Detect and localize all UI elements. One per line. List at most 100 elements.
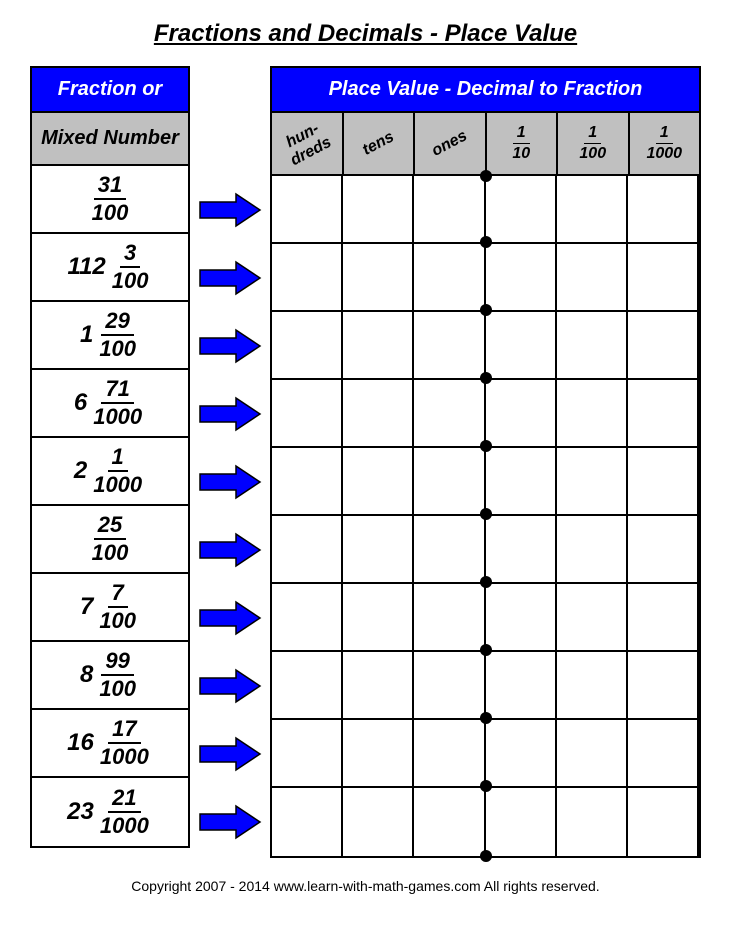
- pv-cell[interactable]: [628, 448, 699, 514]
- place-value-table: Place Value - Decimal to Fraction hun-dr…: [270, 66, 701, 858]
- decimal-point-dot: [480, 440, 492, 452]
- pv-header-row: hun-dredstensones110110011000: [272, 113, 699, 176]
- arrow-cell: [198, 788, 262, 856]
- pv-cell[interactable]: [272, 244, 343, 310]
- pv-cell[interactable]: [486, 720, 557, 786]
- pv-cell[interactable]: [557, 312, 628, 378]
- pv-cell[interactable]: [414, 720, 485, 786]
- right-header: Place Value - Decimal to Fraction: [272, 68, 699, 113]
- pv-row: [272, 380, 699, 448]
- pv-cell[interactable]: [486, 244, 557, 310]
- fraction-cell: 16171000: [32, 710, 188, 778]
- pv-cell[interactable]: [486, 652, 557, 718]
- pv-cell[interactable]: [486, 516, 557, 582]
- pv-cell[interactable]: [628, 176, 699, 242]
- pv-cell[interactable]: [414, 380, 485, 446]
- pv-row: [272, 652, 699, 720]
- fraction-column: Fraction or Mixed Number 311001123100129…: [30, 66, 190, 848]
- pv-cell[interactable]: [557, 448, 628, 514]
- arrow-cell: [198, 448, 262, 516]
- pv-cell[interactable]: [557, 380, 628, 446]
- pv-cell[interactable]: [343, 244, 414, 310]
- pv-cell[interactable]: [628, 720, 699, 786]
- pv-cell[interactable]: [628, 312, 699, 378]
- pv-cell[interactable]: [557, 788, 628, 856]
- pv-cell[interactable]: [628, 652, 699, 718]
- arrow-icon: [198, 192, 262, 228]
- pv-cell[interactable]: [272, 176, 343, 242]
- arrow-icon: [198, 668, 262, 704]
- pv-cell[interactable]: [557, 176, 628, 242]
- pv-cell[interactable]: [343, 652, 414, 718]
- pv-cell[interactable]: [628, 516, 699, 582]
- worksheet-title: Fractions and Decimals - Place Value: [30, 20, 701, 48]
- pv-cell[interactable]: [343, 720, 414, 786]
- fraction-cell: 211000: [32, 438, 188, 506]
- pv-cell[interactable]: [414, 788, 485, 856]
- pv-cell[interactable]: [343, 516, 414, 582]
- pv-cell[interactable]: [272, 720, 343, 786]
- arrow-icon: [198, 736, 262, 772]
- pv-cell[interactable]: [414, 448, 485, 514]
- arrow-column: [190, 66, 270, 856]
- pv-cell[interactable]: [272, 652, 343, 718]
- pv-row: [272, 788, 699, 856]
- fraction: 29100: [95, 310, 140, 360]
- pv-cell[interactable]: [486, 312, 557, 378]
- whole-number: 23: [67, 798, 94, 826]
- pv-cell[interactable]: [557, 244, 628, 310]
- pv-cell[interactable]: [486, 448, 557, 514]
- pv-cell[interactable]: [414, 176, 485, 242]
- pv-cell[interactable]: [486, 380, 557, 446]
- pv-cell[interactable]: [486, 788, 557, 856]
- arrow-icon: [198, 260, 262, 296]
- pv-cell[interactable]: [414, 244, 485, 310]
- pv-cell[interactable]: [414, 312, 485, 378]
- pv-cell[interactable]: [272, 380, 343, 446]
- pv-cell[interactable]: [628, 380, 699, 446]
- pv-row: [272, 448, 699, 516]
- pv-cell[interactable]: [343, 584, 414, 650]
- arrow-cell: [198, 244, 262, 312]
- pv-cell[interactable]: [343, 380, 414, 446]
- pv-cell[interactable]: [628, 788, 699, 856]
- pv-cell[interactable]: [272, 788, 343, 856]
- pv-cell[interactable]: [272, 312, 343, 378]
- pv-cell[interactable]: [414, 516, 485, 582]
- pv-cell[interactable]: [343, 448, 414, 514]
- pv-cell[interactable]: [343, 312, 414, 378]
- pv-cell[interactable]: [486, 584, 557, 650]
- arrow-cell: [198, 176, 262, 244]
- decimal-point-dot: [480, 576, 492, 588]
- decimal-point-dot: [480, 850, 492, 862]
- pv-cell[interactable]: [343, 176, 414, 242]
- pv-cell[interactable]: [557, 652, 628, 718]
- pv-cell[interactable]: [557, 516, 628, 582]
- copyright-footer: Copyright 2007 - 2014 www.learn-with-mat…: [30, 878, 701, 894]
- pv-cell[interactable]: [272, 516, 343, 582]
- pv-cell[interactable]: [414, 584, 485, 650]
- decimal-point-dot: [480, 644, 492, 656]
- pv-header-cell: 110: [487, 113, 559, 174]
- pv-cell[interactable]: [557, 720, 628, 786]
- pv-row: [272, 244, 699, 312]
- pv-cell[interactable]: [272, 584, 343, 650]
- pv-cell[interactable]: [486, 176, 557, 242]
- fraction: 31100: [88, 174, 133, 224]
- fraction: 11000: [89, 446, 146, 496]
- arrow-cell: [198, 516, 262, 584]
- pv-cell[interactable]: [343, 788, 414, 856]
- whole-number: 112: [68, 253, 106, 281]
- pv-cell[interactable]: [628, 584, 699, 650]
- pv-cell[interactable]: [414, 652, 485, 718]
- pv-cell[interactable]: [272, 448, 343, 514]
- pv-header-cell: hun-dreds: [272, 113, 344, 174]
- pv-cell[interactable]: [628, 244, 699, 310]
- arrow-icon: [198, 804, 262, 840]
- fraction: 711000: [89, 378, 146, 428]
- left-header-2: Mixed Number: [32, 113, 188, 166]
- fraction-cell: 77100: [32, 574, 188, 642]
- pv-cell[interactable]: [557, 584, 628, 650]
- pv-header-cell: 11000: [630, 113, 700, 174]
- fraction-cell: 25100: [32, 506, 188, 574]
